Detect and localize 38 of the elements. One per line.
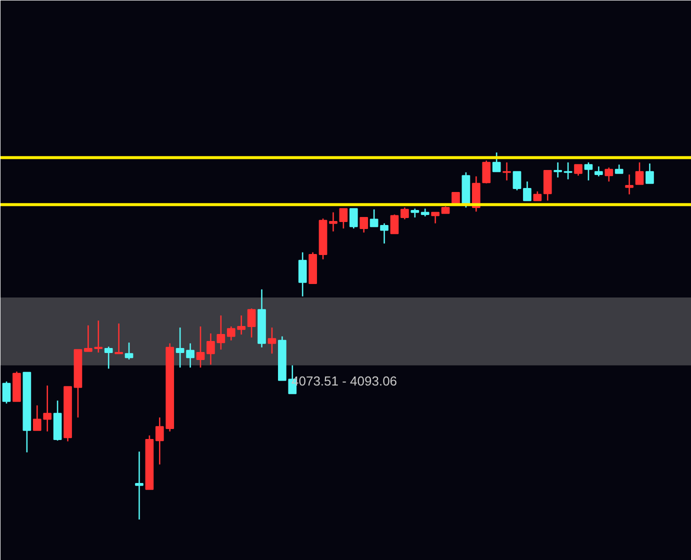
candlestick <box>349 208 358 230</box>
candlestick <box>543 170 552 202</box>
candlestick <box>523 180 532 202</box>
candlestick <box>635 162 644 186</box>
candlestick <box>604 166 614 182</box>
candlestick <box>574 164 582 176</box>
candlestick <box>400 206 409 220</box>
candlestick <box>196 326 205 368</box>
candlestick <box>584 162 593 182</box>
candlestick <box>431 212 440 224</box>
candlestick <box>502 162 511 182</box>
candlestick <box>360 216 368 234</box>
candlestick <box>247 308 256 338</box>
candlestick <box>114 322 123 354</box>
candlestick <box>339 208 348 230</box>
candlestick <box>176 326 184 368</box>
candlestick <box>370 208 378 228</box>
candlestick <box>646 162 654 184</box>
candlestick <box>625 174 634 195</box>
candlestick <box>390 214 399 234</box>
candlestick <box>482 160 491 184</box>
candlestick <box>594 166 603 178</box>
candlestick <box>380 222 388 244</box>
candlestick <box>564 162 572 180</box>
candlestick <box>298 252 307 298</box>
candlestick <box>268 326 276 354</box>
candlestick <box>135 450 144 520</box>
candlestick <box>329 212 338 232</box>
candlestick <box>492 152 501 172</box>
candlestick <box>94 320 103 354</box>
candlestick <box>533 190 542 202</box>
candlestick <box>84 324 92 352</box>
candlestick <box>104 346 113 370</box>
candlestick <box>186 342 194 368</box>
candlestick <box>2 380 11 404</box>
candlestick <box>554 162 562 178</box>
candlestick <box>124 342 134 360</box>
candlestick <box>512 170 522 191</box>
